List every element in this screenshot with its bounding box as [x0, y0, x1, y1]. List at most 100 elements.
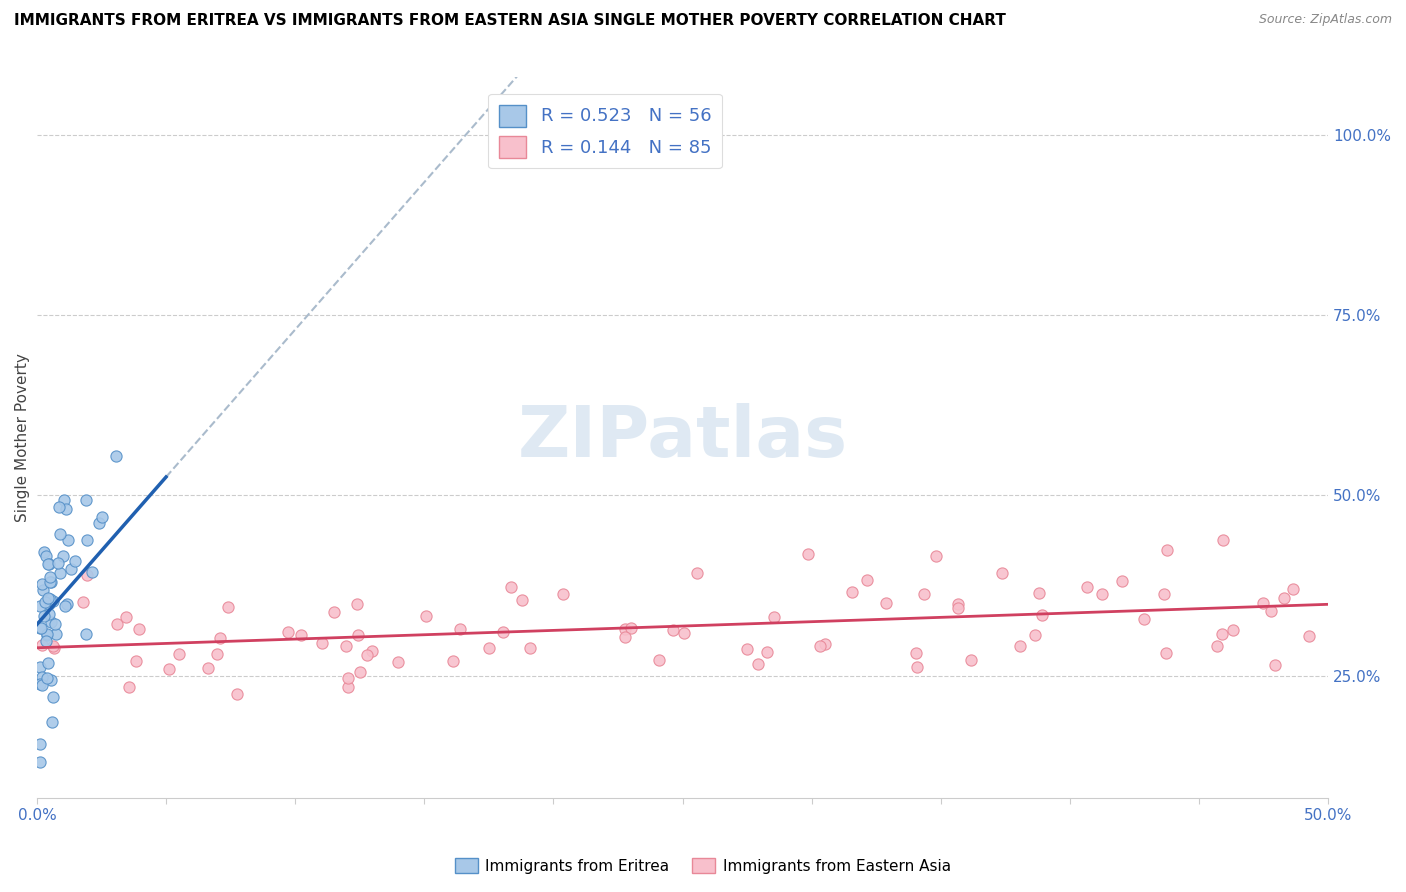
Point: [1272, 591, 1295, 605]
Point: [1111, 574, 1133, 588]
Point: [346, 598, 368, 612]
Point: [118, 680, 141, 694]
Point: [114, 609, 136, 624]
Point: [39, 592, 62, 607]
Point: [841, 585, 863, 599]
Point: [28, 677, 51, 691]
Point: [28, 621, 51, 635]
Point: [1212, 533, 1234, 547]
Point: [1031, 608, 1053, 623]
Point: [32, 583, 55, 598]
Point: [349, 665, 371, 679]
Point: [31, 678, 53, 692]
Point: [87, 516, 110, 531]
Point: [31, 638, 53, 652]
Legend: Immigrants from Eritrea, Immigrants from Eastern Asia: Immigrants from Eritrea, Immigrants from…: [449, 852, 957, 880]
Point: [32, 608, 55, 623]
Point: [37, 656, 59, 670]
Point: [104, 450, 127, 464]
Point: [912, 587, 935, 601]
Point: [336, 680, 359, 694]
Point: [360, 644, 382, 658]
Point: [38, 607, 60, 621]
Point: [875, 596, 897, 610]
Point: [1154, 646, 1177, 660]
Point: [614, 630, 637, 644]
Point: [105, 616, 128, 631]
Point: [197, 661, 219, 675]
Point: [226, 687, 249, 701]
Point: [28, 660, 51, 674]
Point: [797, 547, 820, 561]
Point: [747, 657, 769, 671]
Point: [37, 591, 59, 605]
Point: [1222, 624, 1244, 638]
Point: [905, 660, 928, 674]
Text: IMMIGRANTS FROM ERITREA VS IMMIGRANTS FROM EASTERN ASIA SINGLE MOTHER POVERTY CO: IMMIGRANTS FROM ERITREA VS IMMIGRANTS FR…: [14, 13, 1005, 29]
Point: [76, 492, 98, 507]
Point: [1298, 629, 1320, 643]
Point: [44, 640, 66, 655]
Point: [1091, 587, 1114, 601]
Point: [49, 527, 72, 541]
Point: [52, 493, 75, 508]
Point: [34, 595, 56, 609]
Point: [620, 621, 643, 635]
Point: [905, 646, 928, 660]
Point: [1260, 604, 1282, 618]
Point: [157, 661, 180, 675]
Point: [672, 626, 695, 640]
Point: [35, 627, 58, 641]
Point: [449, 622, 471, 636]
Y-axis label: Single Mother Poverty: Single Mother Poverty: [15, 353, 30, 522]
Point: [959, 653, 981, 667]
Point: [387, 655, 409, 669]
Point: [1211, 627, 1233, 641]
Point: [1010, 639, 1032, 653]
Point: [1076, 580, 1098, 594]
Point: [44, 617, 66, 632]
Point: [1153, 586, 1175, 600]
Point: [290, 628, 312, 642]
Point: [31, 577, 53, 591]
Point: [49, 566, 72, 581]
Point: [1205, 640, 1227, 654]
Point: [38, 597, 60, 611]
Point: [1251, 595, 1274, 609]
Point: [756, 645, 779, 659]
Point: [82, 565, 104, 579]
Point: [1028, 586, 1050, 600]
Point: [336, 672, 359, 686]
Point: [128, 622, 150, 636]
Point: [808, 639, 831, 653]
Point: [478, 641, 501, 656]
Point: [1264, 657, 1286, 672]
Point: [72, 595, 94, 609]
Point: [41, 714, 63, 729]
Point: [28, 599, 51, 613]
Point: [356, 648, 378, 662]
Point: [63, 554, 86, 568]
Point: [76, 567, 98, 582]
Point: [35, 627, 58, 641]
Point: [322, 605, 344, 619]
Point: [762, 610, 785, 624]
Text: Source: ZipAtlas.com: Source: ZipAtlas.com: [1258, 13, 1392, 27]
Point: [208, 631, 231, 645]
Point: [311, 636, 333, 650]
Point: [648, 653, 671, 667]
Point: [347, 628, 370, 642]
Point: [48, 500, 70, 515]
Point: [124, 654, 146, 668]
Point: [510, 593, 533, 607]
Point: [519, 641, 541, 656]
Point: [30, 621, 52, 635]
Point: [28, 755, 51, 769]
Point: [169, 648, 191, 662]
Point: [42, 639, 65, 653]
Point: [441, 654, 464, 668]
Point: [1156, 543, 1178, 558]
Point: [31, 670, 53, 684]
Point: [856, 573, 879, 587]
Point: [32, 544, 55, 558]
